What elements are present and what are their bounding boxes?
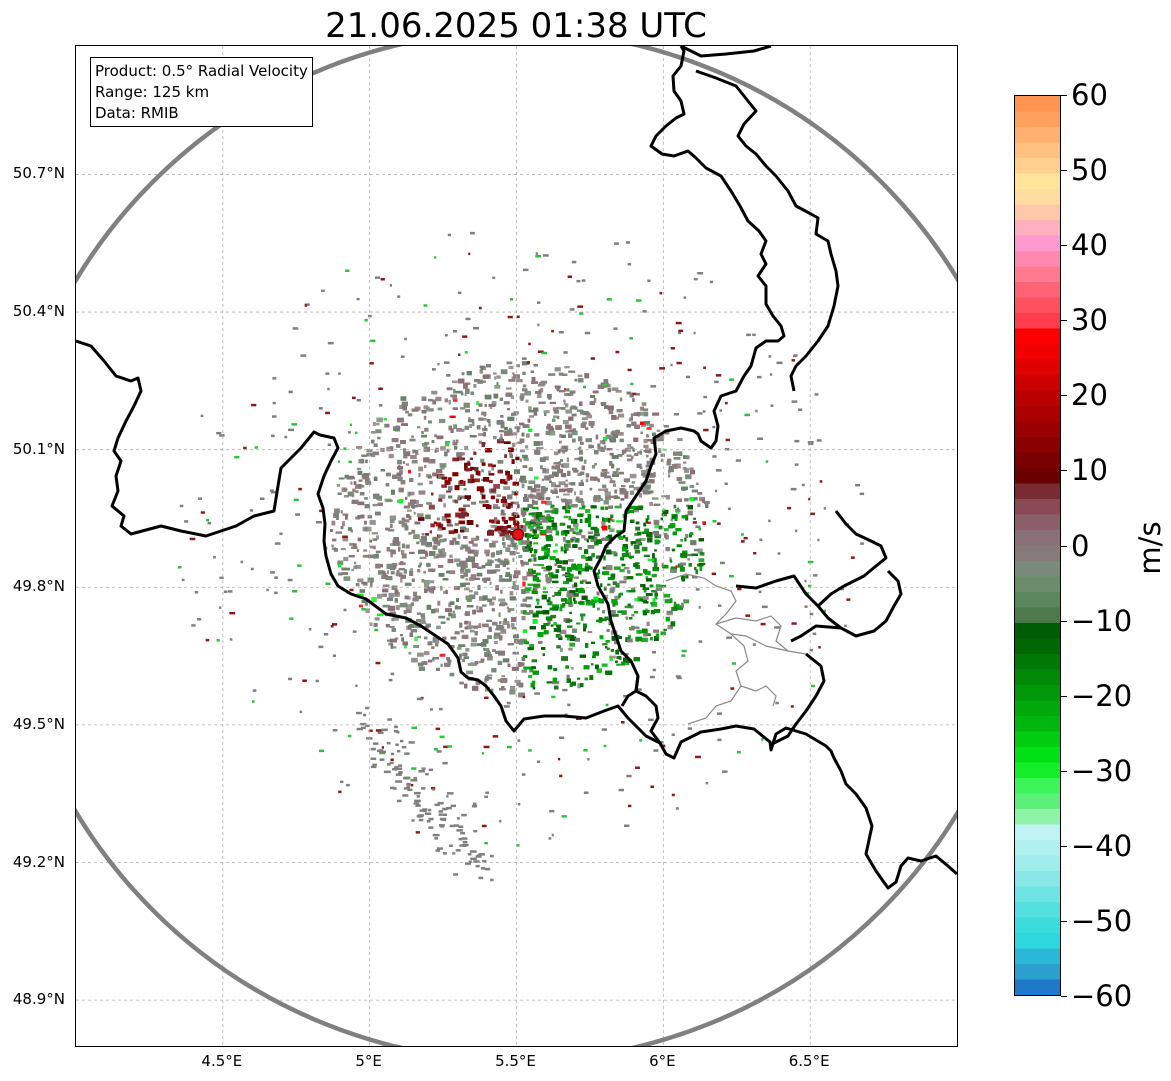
longitude-label: 4.5°E — [201, 1052, 243, 1070]
colorbar-tick-label: −60 — [1071, 979, 1133, 1013]
chart-title: 21.06.2025 01:38 UTC — [325, 6, 707, 46]
latitude-label: 49.5°N — [12, 714, 65, 733]
colorbar-tick-mark — [1061, 95, 1067, 96]
colorbar-tick-label: 50 — [1071, 153, 1108, 188]
colorbar-tick-label: 40 — [1071, 228, 1108, 263]
product-info-box: Product: 0.5° Radial Velocity Range: 125… — [90, 57, 313, 127]
colorbar-tick-label: 10 — [1071, 453, 1108, 488]
latitude-label: 49.2°N — [12, 852, 65, 871]
latitude-label: 48.9°N — [12, 990, 65, 1009]
colorbar-tick-mark — [1061, 395, 1067, 397]
info-range: Range: 125 km — [95, 83, 210, 101]
colorbar-tick-mark — [1061, 470, 1067, 472]
colorbar-tick-label: −40 — [1071, 828, 1133, 863]
colorbar-tick-mark — [1061, 845, 1067, 847]
colorbar-tick-mark — [1061, 620, 1067, 622]
radar-map-svg — [76, 46, 957, 1046]
colorbar-tick-mark — [1061, 770, 1067, 772]
colorbar-tick-label: 60 — [1071, 78, 1108, 112]
longitude-label: 6.5°E — [788, 1052, 830, 1070]
latitude-label: 49.8°N — [12, 577, 65, 596]
colorbar-tick-label: −30 — [1071, 753, 1133, 788]
colorbar-tick-label: 30 — [1071, 303, 1108, 338]
radar-echo-layer — [177, 231, 865, 882]
colorbar-tick-mark — [1061, 545, 1067, 547]
colorbar-tick-mark — [1061, 996, 1067, 997]
info-data-source: Data: RMIB — [95, 104, 179, 122]
colorbar — [1014, 95, 1061, 996]
radar-map[interactable]: Product: 0.5° Radial Velocity Range: 125… — [75, 45, 958, 1047]
longitude-label: 6°E — [649, 1052, 676, 1070]
colorbar-tick-mark — [1061, 320, 1067, 322]
latitude-label: 50.1°N — [12, 439, 65, 458]
latitude-label: 50.7°N — [12, 164, 65, 183]
colorbar-tick-mark — [1061, 170, 1067, 172]
colorbar-unit-label: m/s — [1133, 521, 1167, 575]
colorbar-tick-label: 0 — [1071, 528, 1090, 563]
colorbar-tick-mark — [1061, 695, 1067, 697]
longitude-label: 5.5°E — [495, 1052, 536, 1070]
colorbar-tick-label: −50 — [1071, 903, 1133, 938]
colorbar-tick-mark — [1061, 920, 1067, 922]
longitude-label: 5°E — [355, 1052, 382, 1070]
info-product: Product: 0.5° Radial Velocity — [95, 62, 308, 80]
radar-site-marker[interactable] — [511, 528, 525, 541]
country-borders — [76, 46, 957, 890]
colorbar-tick-label: −10 — [1071, 603, 1133, 638]
province-boundaries — [665, 573, 807, 725]
colorbar-tick-mark — [1061, 245, 1067, 247]
colorbar-tick-label: −20 — [1071, 678, 1133, 713]
colorbar-tick-label: 20 — [1071, 378, 1108, 413]
latitude-label: 50.4°N — [12, 302, 65, 321]
gridlines — [76, 46, 957, 1046]
